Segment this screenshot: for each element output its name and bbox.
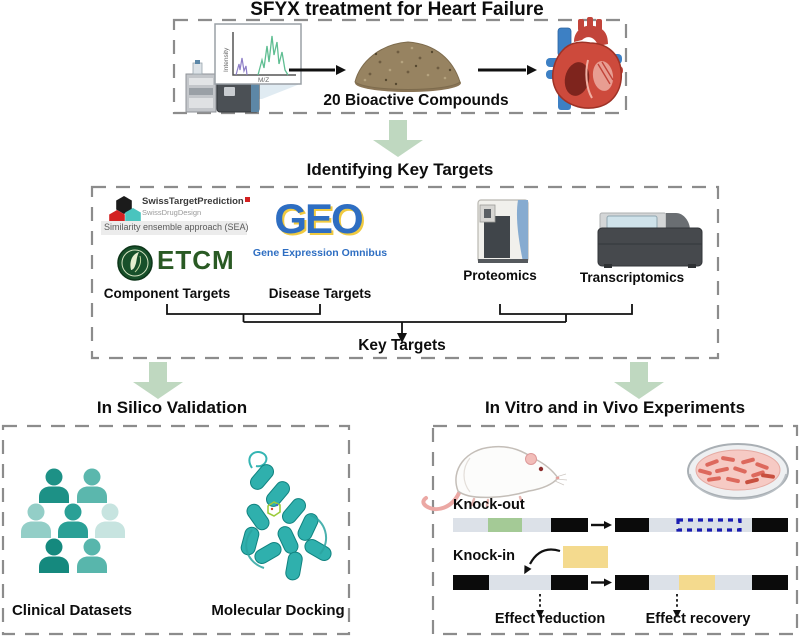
invivo-box-border — [431, 424, 799, 636]
effect-recovery-label: Effect recovery — [645, 611, 751, 627]
discovery-box-border — [172, 18, 628, 115]
key-targets-label: Key Targets — [358, 337, 446, 354]
hplc-ms-icon — [185, 60, 300, 113]
target-merge-brackets — [166, 304, 633, 333]
spectrum-green-peaks — [257, 35, 289, 76]
flow-arrows — [133, 120, 664, 399]
key-targets-arrowhead — [397, 333, 407, 343]
geo-subtitle: Gene Expression Omnibus — [252, 247, 388, 259]
spectrum-ylabel: Intensity — [223, 47, 230, 72]
effect-arrows — [536, 594, 681, 618]
flow-arrow-down-icon — [373, 120, 423, 157]
protein-structure-icon — [240, 450, 332, 581]
etcm-logo-icon — [117, 245, 153, 281]
proteomics-label: Proteomics — [463, 268, 537, 283]
flow-arrow-down-icon — [614, 362, 664, 399]
disease-targets-label: Disease Targets — [268, 286, 372, 301]
process-arrows — [289, 65, 537, 75]
knockout-label: Knock-out — [453, 497, 525, 513]
mass-spectrum-inset: Intensity M/Z — [214, 23, 302, 85]
transcriptomics-instrument-icon — [597, 212, 703, 268]
targets-section-title: Identifying Key Targets — [306, 160, 494, 179]
insilico-box-border — [1, 424, 351, 636]
insilico-section-title: In Silico Validation — [96, 398, 248, 417]
spectrum-purple-peaks — [235, 57, 248, 76]
people-group-icon — [21, 468, 125, 573]
swissdrugdesign-label: SwissDrugDesign — [142, 208, 202, 217]
bioactive-compounds-label: 20 Bioactive Compounds — [323, 92, 509, 109]
effect-reduction-label: Effect reduction — [494, 611, 606, 627]
herbal-powder-icon — [354, 41, 461, 92]
deleted-gene-dashed-box — [676, 518, 742, 532]
petri-dish-icon — [687, 443, 789, 500]
sea-approach-label: Similarity ensemble approach (SEA) — [101, 221, 249, 235]
swisstargetprediction-label: SwissTargetPrediction — [142, 196, 250, 207]
transcriptomics-label: Transcriptomics — [579, 270, 685, 285]
rat-icon — [421, 445, 568, 512]
heart-icon — [546, 17, 623, 110]
spectrum-xlabel: M/Z — [258, 77, 269, 84]
targets-box-border — [90, 185, 720, 360]
swisstargetprediction-text: SwissTargetPrediction — [142, 196, 244, 207]
molecular-docking-label: Molecular Docking — [211, 602, 345, 619]
ligand-icon — [267, 501, 281, 517]
swiss-red-badge-icon — [244, 197, 250, 202]
knockout-diagram — [453, 518, 788, 532]
geo-logo: GEO — [274, 195, 363, 242]
rat-ear — [525, 453, 537, 465]
knockin-label: Knock-in — [453, 548, 516, 564]
invivo-section-title: In Vitro and in Vivo Experiments — [484, 398, 746, 417]
component-targets-label: Component Targets — [103, 286, 231, 301]
etcm-label: ETCM — [157, 245, 235, 275]
proteomics-instrument-icon — [477, 199, 529, 263]
clinical-datasets-label: Clinical Datasets — [11, 602, 133, 619]
flow-arrow-down-icon — [133, 362, 183, 399]
insert-gene-yellow-box — [563, 546, 608, 568]
dashed-borders — [1, 18, 799, 636]
knockin-diagram — [453, 546, 788, 590]
figure-title: SFYX treatment for Heart Failure — [250, 0, 544, 20]
